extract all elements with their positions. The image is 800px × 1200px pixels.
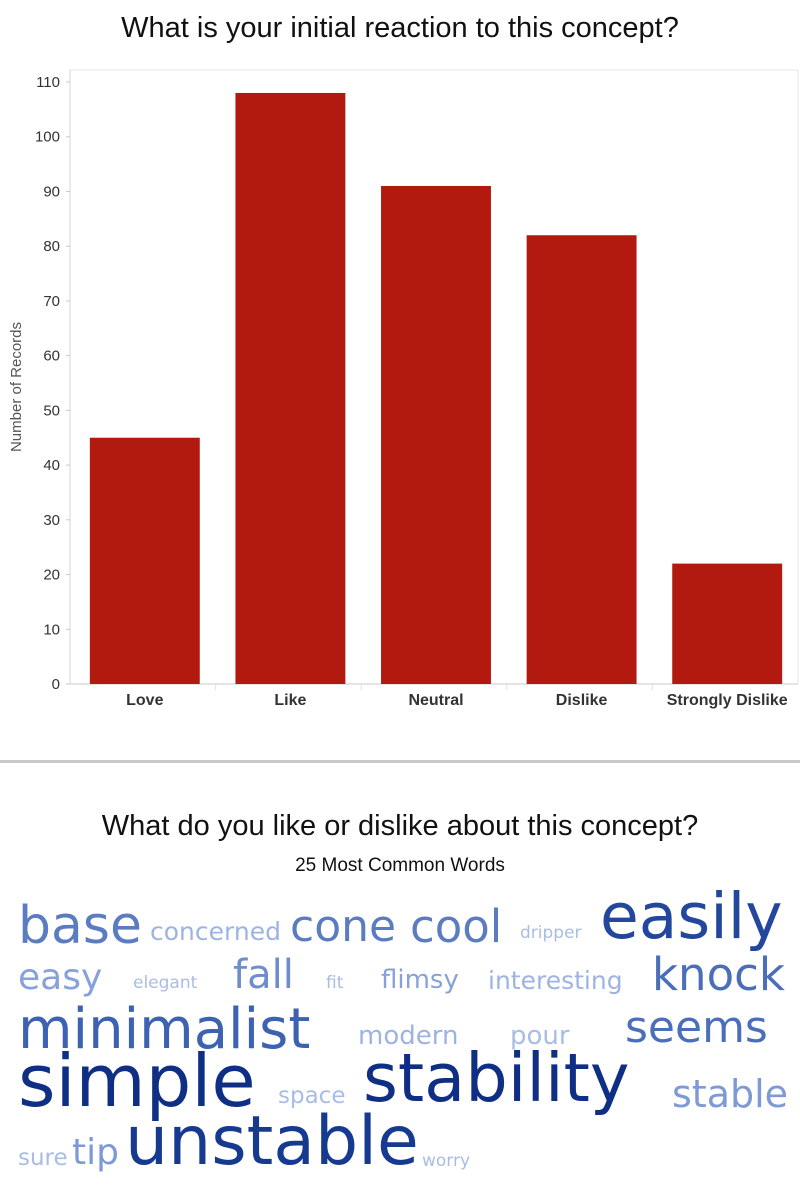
word-cloud-title: What do you like or dislike about this c… — [101, 810, 699, 842]
x-tick-label: Dislike — [556, 692, 608, 709]
y-tick-label: 60 — [43, 348, 60, 365]
x-tick-label: Strongly Dislike — [667, 692, 788, 709]
word-stability: stability — [363, 1039, 630, 1117]
word-cool: cool — [410, 900, 503, 953]
y-tick-label: 100 — [35, 129, 60, 146]
y-tick-label: 0 — [52, 676, 60, 693]
bar-love — [89, 437, 200, 684]
chart-title: What is your initial reaction to this co… — [121, 12, 679, 44]
y-tick-label: 70 — [43, 293, 60, 310]
y-tick-label: 40 — [43, 457, 60, 474]
word-base: base — [18, 896, 142, 956]
y-tick-label: 90 — [43, 183, 60, 200]
section-divider — [0, 760, 800, 763]
word-pour: pour — [510, 1021, 570, 1051]
word-seems: seems — [625, 1002, 768, 1053]
y-tick-label: 50 — [43, 402, 60, 419]
word-easily: easily — [600, 880, 783, 953]
word-concerned: concerned — [150, 917, 281, 946]
word-fit: fit — [326, 973, 344, 993]
word-simple: simple — [18, 1039, 256, 1123]
word-interesting: interesting — [488, 966, 623, 995]
bar-strongly-dislike — [672, 563, 783, 684]
word-cloud: base concerned cone cool dripper easily … — [0, 880, 800, 1190]
word-modern: modern — [358, 1021, 459, 1051]
bar-chart: 0 10 20 30 40 50 60 70 80 90 100 110 Number of Recor… — [8, 69, 799, 709]
word-knock: knock — [652, 948, 785, 1001]
word-easy: easy — [18, 957, 103, 998]
x-tick-label: Neutral — [408, 692, 463, 709]
bar-dislike — [526, 235, 637, 684]
word-fall: fall — [233, 952, 294, 998]
word-sure: sure — [18, 1145, 68, 1171]
y-tick-label: 10 — [43, 621, 60, 638]
word-cone: cone — [290, 901, 397, 952]
word-elegant: elegant — [133, 973, 198, 993]
y-tick-label: 110 — [36, 74, 60, 91]
word-cloud-subtitle: 25 Most Common Words — [295, 855, 505, 876]
word-dripper: dripper — [520, 923, 582, 943]
y-tick-label: 30 — [43, 512, 60, 529]
y-axis-title: Number of Records — [8, 322, 25, 452]
bar-neutral — [381, 185, 491, 684]
x-tick-label: Like — [274, 692, 306, 709]
x-tick-label: Love — [126, 692, 163, 709]
word-tip: tip — [72, 1132, 119, 1173]
y-tick-label: 80 — [43, 238, 60, 255]
y-tick-label: 20 — [43, 567, 60, 584]
bar-like — [235, 92, 346, 685]
word-unstable: unstable — [125, 1102, 419, 1181]
word-space: space — [278, 1083, 346, 1109]
word-stable: stable — [672, 1072, 789, 1116]
word-flimsy: flimsy — [381, 965, 459, 995]
word-worry: worry — [422, 1151, 471, 1171]
word-minimalist: minimalist — [18, 997, 311, 1062]
